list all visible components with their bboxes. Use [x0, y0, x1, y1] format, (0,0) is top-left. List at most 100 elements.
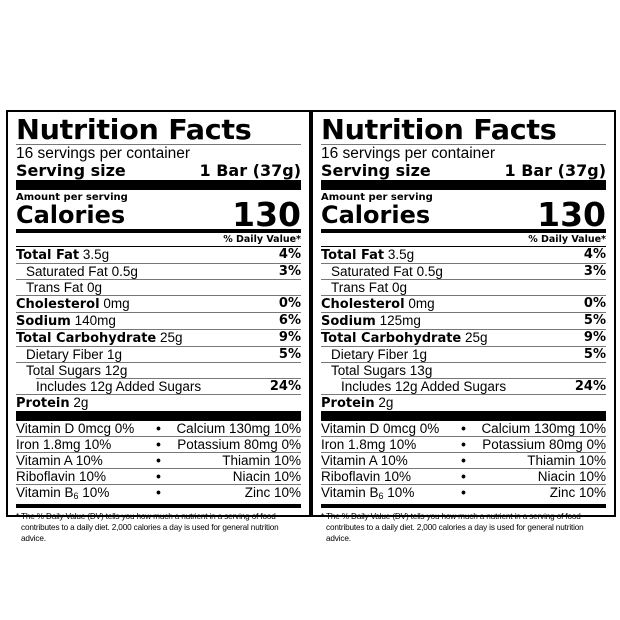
serving-size-row: Serving size 1 Bar (37g)	[321, 162, 606, 180]
nutrient-label: Cholesterol	[16, 297, 100, 312]
nutrient-name: Trans Fat 0g	[16, 280, 102, 295]
nutrient-row: Sodium 140mg 6%	[16, 312, 301, 329]
vitamin-right: Niacin 10%	[232, 469, 301, 484]
calories-row: Calories 130	[16, 195, 301, 234]
nutrient-label: Dietary Fiber	[26, 347, 104, 362]
vitamin-row: Iron 1.8mg 10% • Potassium 80mg 0%	[16, 436, 301, 452]
nutrient-row: Total Fat 3.5g 4%	[16, 246, 301, 263]
divider-thick	[16, 411, 301, 421]
serving-size-label: Serving size	[16, 161, 126, 180]
vitamin-right: Thiamin 10%	[222, 453, 301, 468]
nutrient-name: Dietary Fiber 1g	[16, 347, 122, 362]
nutrient-row: Total Fat 3.5g 4%	[321, 246, 606, 263]
vitamin-list: Vitamin D 0mcg 0% • Calcium 130mg 10% Iron …	[321, 421, 606, 504]
vitamin-right: Zinc 10%	[549, 485, 606, 500]
nutrient-amount: 0mg	[99, 296, 130, 311]
nutrient-row: Saturated Fat 0.5g 3%	[16, 263, 301, 279]
divider-medium	[16, 229, 301, 233]
bullet-separator: •	[156, 437, 161, 452]
bullet-separator: •	[461, 421, 466, 436]
panel-title: Nutrition Facts	[321, 114, 557, 146]
nutrient-amount: 25g	[461, 330, 488, 345]
nutrient-name: Sodium 125mg	[321, 313, 421, 329]
footnote-line: * The % Daily Value (DV) tells you how m…	[321, 512, 581, 521]
servings-per-container: 16 servings per container	[321, 145, 496, 162]
nutrient-name: Total Fat 3.5g	[321, 247, 414, 263]
nutrient-row: Total Carbohydrate 25g 9%	[16, 329, 301, 346]
vitamin-left: Iron 1.8mg 10%	[321, 437, 417, 452]
vitamin-list: Vitamin D 0mcg 0% • Calcium 130mg 10% Iron …	[16, 421, 301, 504]
nutrient-amount: 12g	[101, 363, 128, 378]
nutrient-row: Dietary Fiber 1g 5%	[321, 346, 606, 362]
nutrient-row: Trans Fat 0g	[16, 279, 301, 295]
vitamin-right: Calcium 130mg 10%	[481, 421, 606, 436]
serving-size-label: Serving size	[321, 161, 431, 180]
vitamin-left: Riboflavin 10%	[321, 469, 412, 484]
vitamin-left: Vitamin A 10%	[16, 453, 103, 468]
nutrient-name: Cholesterol 0mg	[321, 296, 435, 312]
panel-title: Nutrition Facts	[16, 114, 252, 146]
vitamin-left: Vitamin D 0mcg 0%	[321, 421, 440, 436]
nutrient-daily-value: 5%	[583, 313, 606, 328]
serving-size-value: 1 Bar (37g)	[504, 161, 607, 180]
vitamin-right: Calcium 130mg 10%	[176, 421, 301, 436]
nutrient-label: Total Sugars	[26, 363, 102, 378]
nutrient-label: Total Carbohydrate	[16, 331, 157, 346]
vitamin-row: Vitamin D 0mcg 0% • Calcium 130mg 10%	[16, 421, 301, 436]
calories-row: Calories 130	[321, 198, 606, 231]
nutrient-label: Protein	[16, 396, 70, 411]
amount-per-serving: Amount per serving	[321, 192, 433, 203]
footnote: * The % Daily Value (DV) tells you how m…	[16, 511, 301, 544]
nutrient-daily-value: 9%	[278, 330, 301, 345]
nutrient-name: Sodium 140mg	[16, 313, 116, 329]
nutrient-amount: 3.5g	[79, 247, 110, 262]
serving-size-value: 1 Bar (37g)	[199, 161, 302, 180]
amount-per-serving: Amount per serving	[16, 192, 128, 203]
nutrient-label: Saturated Fat	[331, 264, 413, 279]
calories-label: Calories	[16, 201, 126, 229]
footnote-line: contributes to a daily diet. 2,000 calor…	[21, 523, 279, 543]
nutrient-amount: 3.5g	[384, 247, 415, 262]
nutrient-name: Includes 12g Added Sugars	[341, 379, 506, 394]
nutrient-label: Protein	[321, 396, 375, 411]
nutrient-name: Total Sugars 13g	[321, 363, 432, 378]
vitamin-right: Thiamin 10%	[527, 453, 606, 468]
nutrient-name: Total Sugars 12g	[16, 363, 127, 378]
nutrient-row: Includes 12g Added Sugars 24%	[36, 378, 301, 394]
nutrient-row: Cholesterol 0mg 0%	[16, 295, 301, 312]
nutrient-name: Total Carbohydrate 25g	[321, 330, 488, 346]
footnote: * The % Daily Value (DV) tells you how m…	[321, 511, 606, 544]
nutrient-row: Trans Fat 0g	[321, 279, 606, 295]
divider-medium	[321, 504, 606, 508]
nutrient-row: Protein 2g	[321, 394, 606, 411]
nutrient-label: Total Carbohydrate	[321, 331, 462, 346]
nutrition-facts-panel-left: Nutrition Facts 16 servings per containe…	[6, 110, 311, 543]
bullet-separator: •	[156, 485, 161, 500]
nutrient-name: Total Carbohydrate 25g	[16, 330, 183, 346]
divider	[16, 144, 301, 145]
nutrient-name: Includes 12g Added Sugars	[36, 379, 201, 394]
bullet-separator: •	[461, 453, 466, 468]
vitamin-row: Vitamin B6 10% • Zinc 10%	[16, 484, 301, 504]
nutrient-label: Dietary Fiber	[331, 347, 409, 362]
vitamin-left: Riboflavin 10%	[16, 469, 107, 484]
nutrient-row: Total Sugars 13g	[321, 362, 606, 378]
nutrient-row: Cholesterol 0mg 0%	[321, 295, 606, 312]
nutrient-amount: 0g	[83, 280, 103, 295]
vitamin-right: Potassium 80mg 0%	[482, 437, 606, 452]
calories-value: 130	[232, 195, 301, 234]
daily-value-header: % Daily Value*	[223, 234, 301, 245]
nutrient-name: Saturated Fat 0.5g	[321, 264, 443, 279]
nutrient-label: Includes 12g Added Sugars	[341, 379, 507, 394]
nutrient-daily-value: 3%	[278, 264, 301, 279]
vitamin-row: Vitamin D 0mcg 0% • Calcium 130mg 10%	[321, 421, 606, 436]
vitamin-row: Riboflavin 10% • Niacin 10%	[16, 468, 301, 484]
vitamin-left: Vitamin B6 10%	[321, 485, 415, 501]
nutrient-daily-value: 9%	[583, 330, 606, 345]
vitamin-row: Riboflavin 10% • Niacin 10%	[321, 468, 606, 484]
nutrient-daily-value: 5%	[278, 347, 301, 362]
nutrient-row: Dietary Fiber 1g 5%	[16, 346, 301, 362]
nutrient-daily-value: 6%	[278, 313, 301, 328]
nutrient-name: Cholesterol 0mg	[16, 296, 130, 312]
nutrient-daily-value: 24%	[574, 379, 606, 394]
